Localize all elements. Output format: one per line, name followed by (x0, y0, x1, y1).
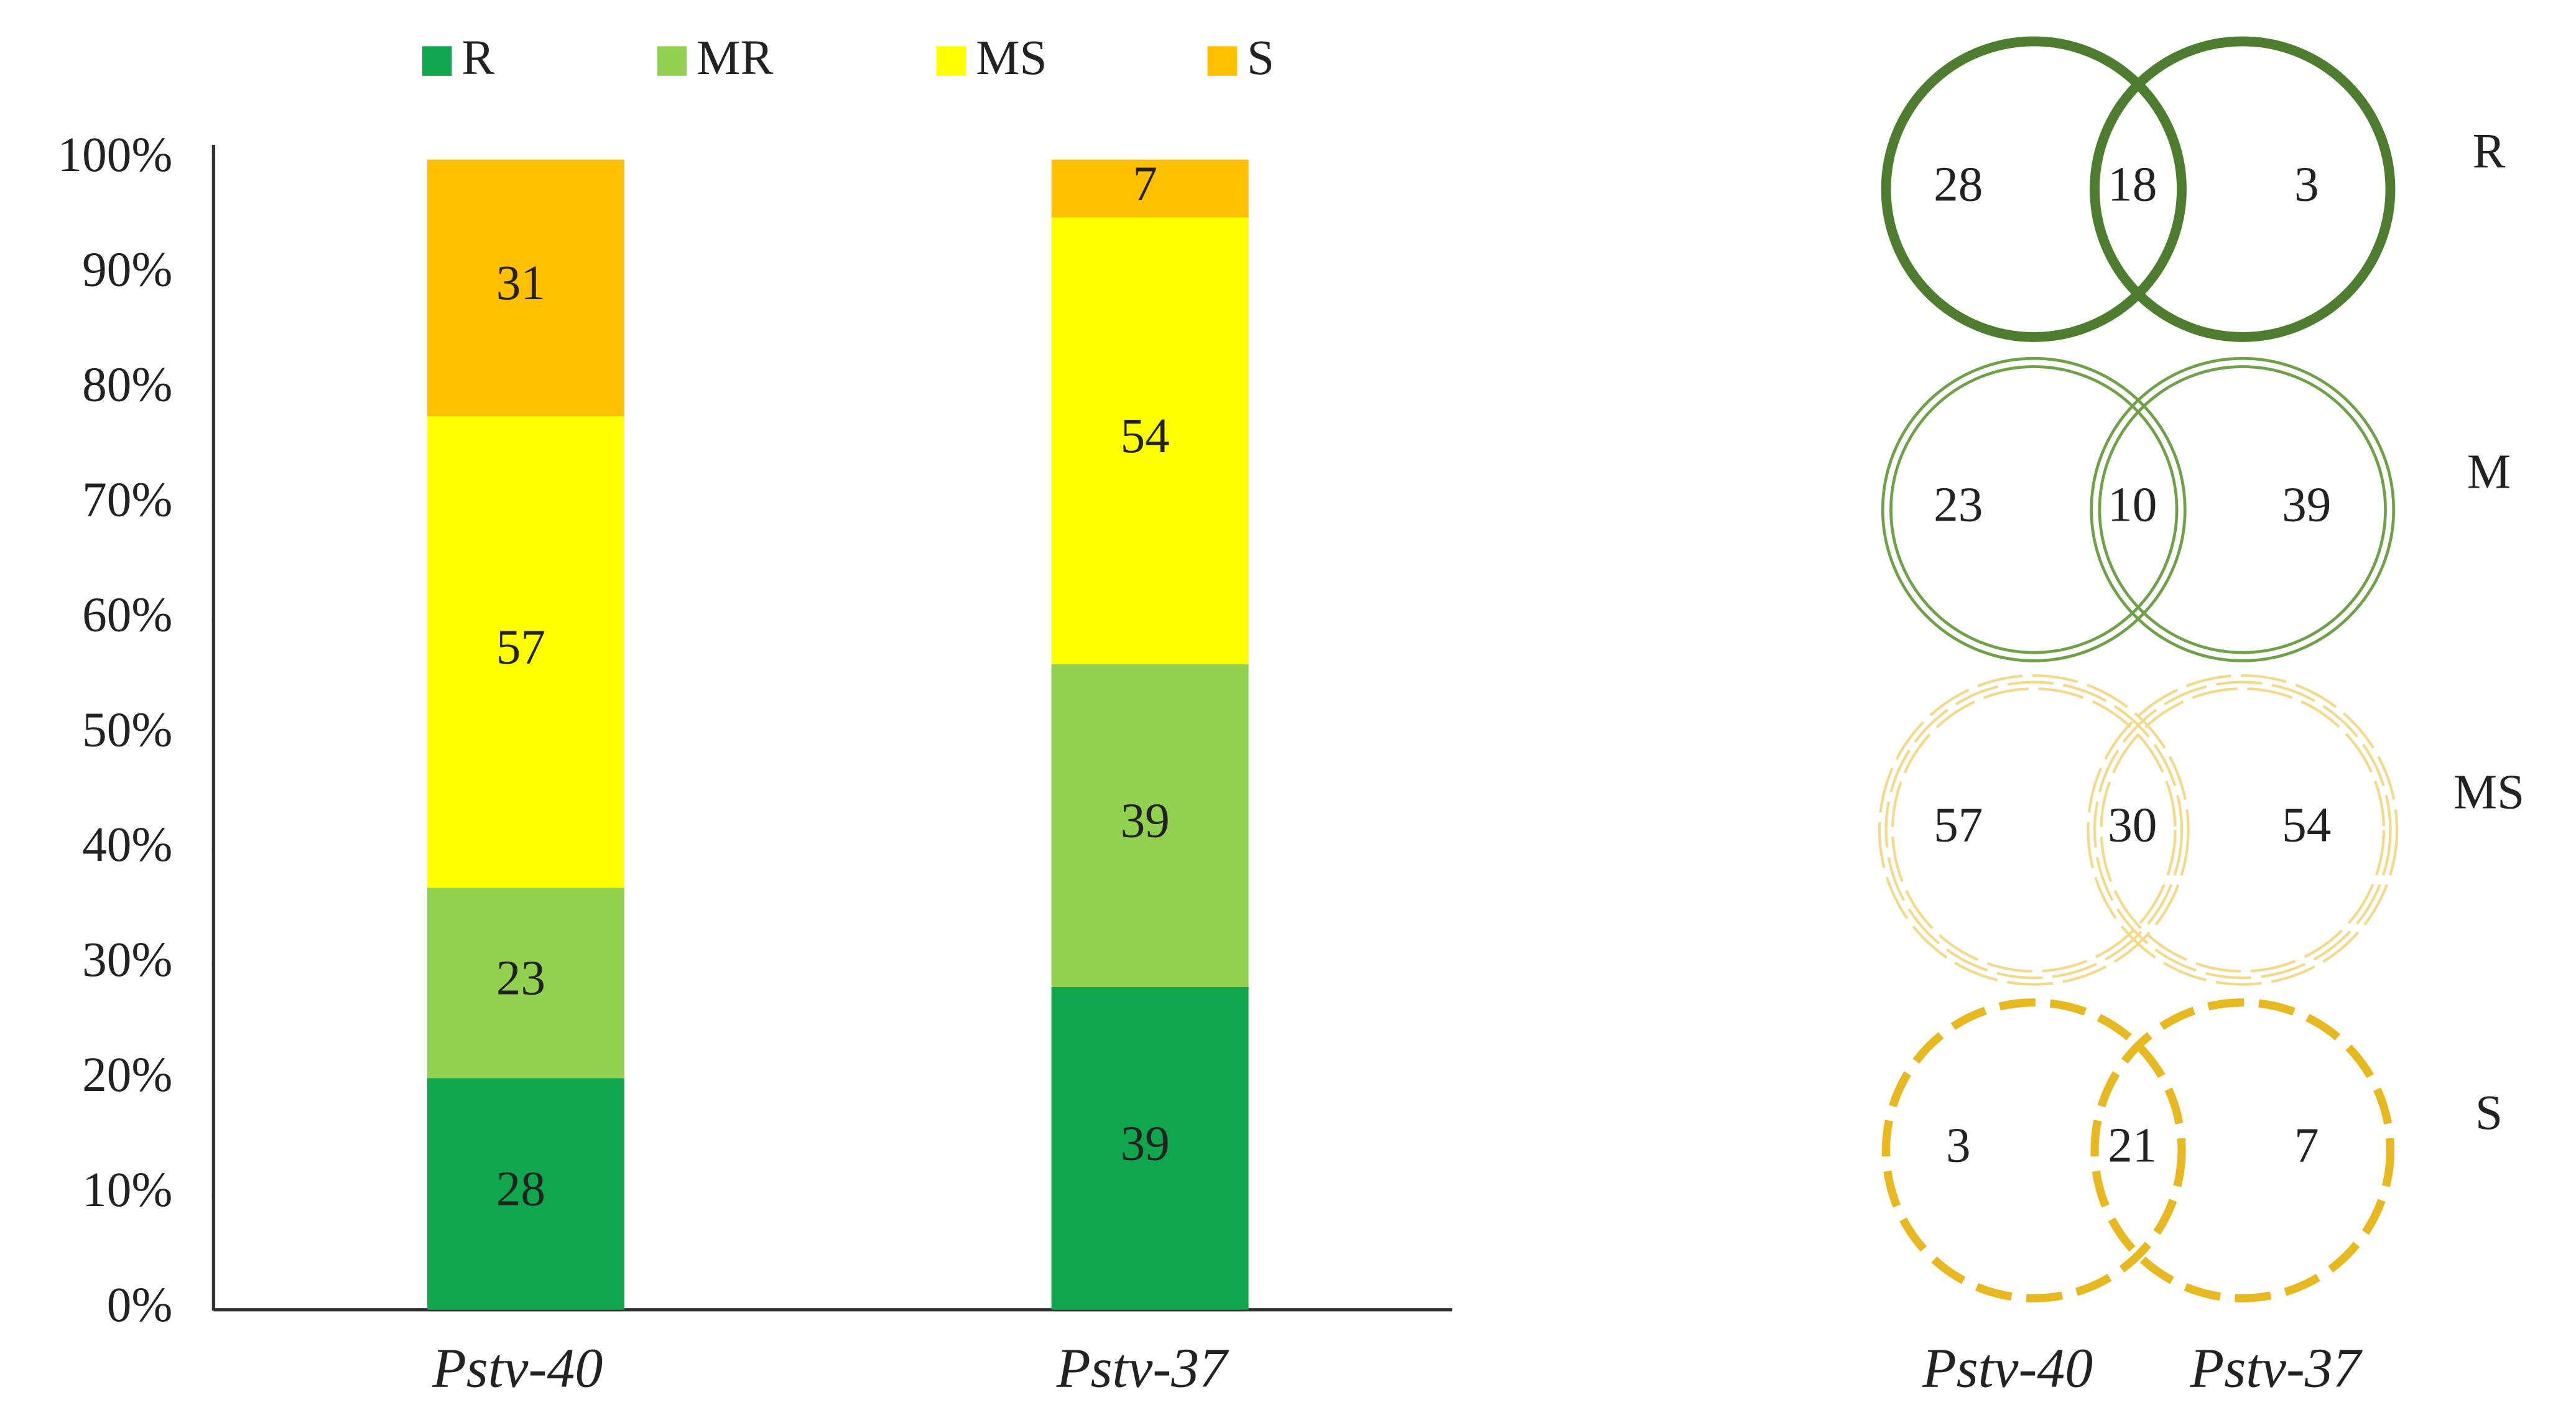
venn-left: 28 (1934, 157, 1983, 211)
y-tick-label: 0% (107, 1278, 173, 1332)
legend-swatch (1207, 46, 1238, 76)
data-label: 28 (496, 1162, 545, 1217)
venn-circle (2087, 674, 2399, 986)
data-label: 57 (496, 620, 545, 674)
bar-segment (427, 888, 624, 1079)
venn-row-label: S (2475, 1085, 2503, 1140)
venn-left: 23 (1934, 477, 1983, 532)
venn-both: 30 (2108, 798, 2157, 853)
data-label: 39 (1121, 1116, 1170, 1171)
venn-circle (2093, 680, 2392, 980)
y-tick-label: 80% (82, 358, 172, 412)
venn-right: 3 (2294, 157, 2319, 211)
bar-segment (427, 415, 624, 888)
venn-left: 3 (1946, 1118, 1971, 1173)
data-label: 54 (1121, 409, 1170, 463)
venn-circle (1881, 356, 2187, 662)
y-tick-label: 50% (82, 702, 172, 757)
venn-left: 57 (1934, 798, 1983, 853)
bar-segment (1051, 159, 1249, 218)
y-tick-label: 20% (82, 1047, 172, 1102)
venn-label: Pstv-37 (2189, 1337, 2362, 1399)
venn-row-label: M (2467, 445, 2511, 499)
venn-circle (2100, 687, 2386, 973)
venn-circle (2090, 356, 2396, 662)
venn-label: Pstv-40 (1922, 1337, 2093, 1399)
legend-label: R (461, 30, 494, 85)
y-tick-label: 40% (82, 817, 172, 872)
venn-both: 10 (2108, 477, 2157, 532)
data-label: 23 (496, 950, 545, 1005)
venn-right: 7 (2294, 1118, 2319, 1173)
x-tick-label: Pstv-37 (1056, 1337, 1229, 1399)
bar-segment (1051, 664, 1249, 987)
bar-segment (1051, 986, 1249, 1310)
bar-segment (427, 1078, 624, 1310)
venn-circle (1881, 998, 2186, 1302)
y-tick-label: 100% (58, 128, 173, 182)
legend-label: MS (976, 30, 1047, 85)
venn-row-label: R (2473, 124, 2506, 179)
legend-swatch (422, 46, 452, 76)
data-label: 39 (1121, 794, 1170, 848)
venn-circle (2090, 998, 2395, 1302)
venn-right: 54 (2282, 798, 2331, 853)
data-label: 31 (496, 256, 545, 310)
venn-circle (1878, 674, 2190, 986)
y-tick-label: 70% (82, 473, 172, 527)
x-tick-label: Pstv-40 (432, 1337, 603, 1399)
venn-circle (2098, 365, 2387, 654)
venn-both: 18 (2108, 157, 2157, 211)
venn-right: 39 (2282, 477, 2331, 532)
venn-circle (1881, 36, 2187, 342)
bar-segment (1051, 217, 1249, 665)
y-tick-label: 90% (82, 243, 172, 297)
legend-label: S (1247, 30, 1274, 85)
legend-swatch (936, 46, 966, 76)
venn-circle (1889, 365, 2179, 654)
legend-swatch (657, 46, 687, 76)
y-tick-label: 60% (82, 587, 172, 642)
y-tick-label: 10% (82, 1163, 172, 1217)
venn-circle (1884, 680, 2184, 980)
data-label: 7 (1133, 156, 1157, 211)
venn-row-label: MS (2453, 765, 2525, 820)
venn-both: 21 (2108, 1118, 2157, 1173)
bar-segment (427, 159, 624, 416)
y-tick-label: 30% (82, 932, 172, 987)
venn-circle (1891, 687, 2177, 973)
legend-label: MR (697, 30, 773, 85)
venn-circle (2090, 36, 2396, 342)
